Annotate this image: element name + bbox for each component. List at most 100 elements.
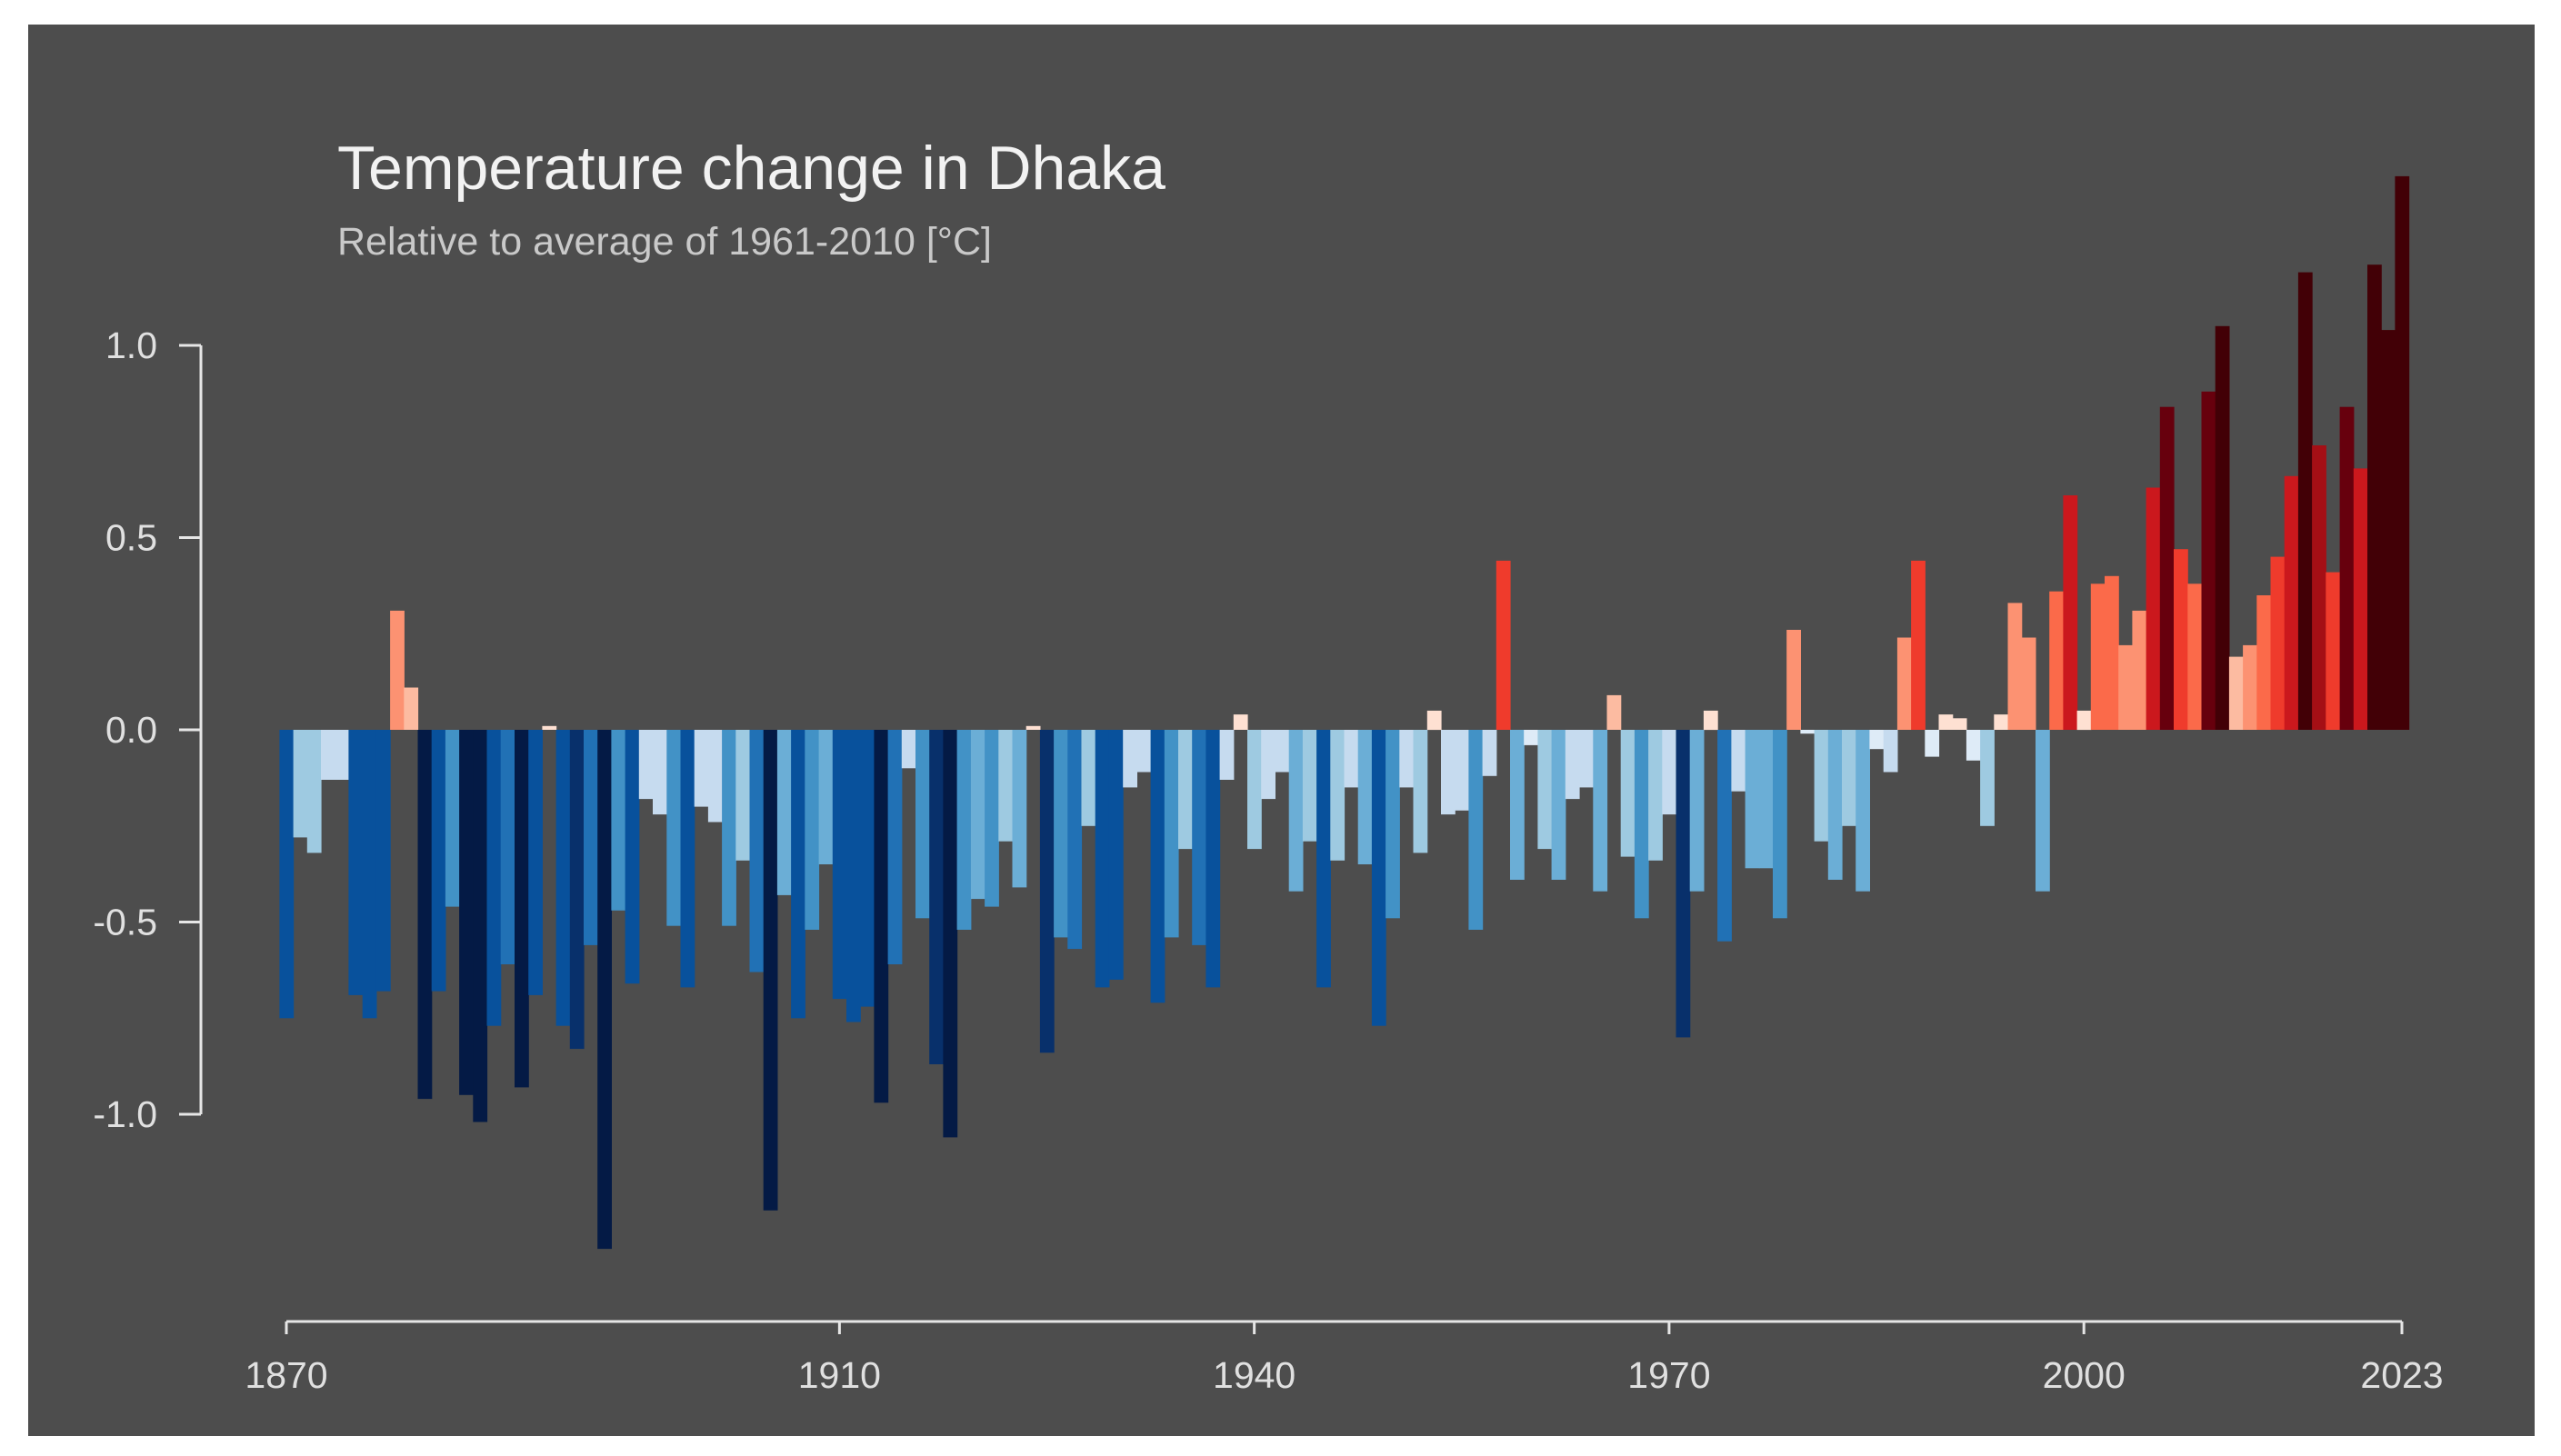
bar-1950 [1386,730,1400,919]
bar-2009 [2201,391,2216,730]
bar-1915 [901,730,916,769]
bar-2016 [2297,272,2313,730]
bar-2011 [2228,656,2244,730]
bar-1924 [1025,725,1041,730]
bar-1907 [791,730,805,1019]
bar-1883 [459,730,474,1095]
bar-1975 [1731,730,1746,792]
bar-1893 [597,730,612,1250]
bar-1870 [279,730,295,1019]
bar-1984 [1856,730,1870,892]
bar-1965 [1593,730,1608,892]
bar-1943 [1288,730,1304,892]
x-tick-label: 2023 [2360,1354,2443,1396]
bar-1880 [417,730,433,1100]
bar-1982 [1827,730,1843,880]
bar-1989 [1925,730,1940,757]
bar-2023 [2395,175,2410,730]
bar-1994 [1994,714,2009,730]
bar-1909 [818,730,834,864]
bar-1993 [1980,730,1995,826]
bar-1912 [860,730,875,1007]
bar-1929 [1095,730,1110,988]
x-tick-label: 1970 [1627,1354,1710,1396]
bar-1945 [1316,730,1331,988]
bar-1959 [1510,730,1525,880]
chart-title: Temperature change in Dhaka [337,134,1165,203]
bar-1947 [1344,730,1359,788]
bar-1874 [335,730,349,780]
bar-1948 [1357,730,1373,864]
bar-1889 [542,725,557,730]
bar-1986 [1883,730,1898,773]
bar-1955 [1455,730,1469,811]
bar-1928 [1081,730,1096,826]
bar-1903 [735,730,751,861]
bar-1871 [293,730,308,838]
bar-1922 [998,730,1014,842]
bar-1991 [1952,718,1967,730]
bar-1908 [805,730,820,930]
bar-2012 [2243,644,2257,730]
bar-1979 [1786,630,1801,730]
bar-1940 [1247,730,1262,850]
bar-2001 [2090,583,2106,730]
bar-1910 [832,730,847,1000]
bar-1901 [707,730,723,823]
bar-1936 [1192,730,1206,945]
bar-1877 [375,730,391,992]
y-axis: 1.0 0.5 0.0 -0.5 -1.0 [93,324,203,1135]
x-tick-label: 1870 [245,1354,327,1396]
bar-1873 [321,730,335,780]
bar-1977 [1758,730,1774,869]
bar-1953 [1426,710,1442,731]
bar-1911 [846,730,861,1022]
bar-1913 [874,730,889,1103]
bar-1998 [2049,591,2064,730]
bar-1920 [970,730,985,900]
bar-1882 [445,730,460,907]
bar-1997 [2036,730,2050,892]
bar-1906 [776,730,792,895]
bar-1894 [611,730,626,911]
bar-1969 [1648,730,1663,861]
bar-1938 [1219,730,1235,780]
bar-1952 [1413,730,1428,853]
bar-1923 [1012,730,1027,888]
bar-1964 [1579,730,1594,788]
bar-1996 [2021,637,2036,730]
bar-1987 [1896,637,1912,730]
x-tick-label: 1940 [1213,1354,1296,1396]
bar-2013 [2256,595,2272,730]
bar-1980 [1800,730,1816,734]
bar-1983 [1842,730,1856,826]
bar-1934 [1164,730,1179,938]
y-tick-label: 1.0 [105,324,157,366]
bar-1896 [638,730,654,800]
bar-1886 [500,730,515,964]
bar-1966 [1606,694,1622,730]
x-tick-label: 1910 [798,1354,881,1396]
bar-1930 [1108,730,1124,980]
bar-1999 [2063,495,2078,730]
bar-1921 [985,730,999,907]
bar-1972 [1689,730,1705,892]
bar-1890 [555,730,571,1026]
bar-1968 [1634,730,1649,919]
bar-1990 [1938,714,1954,730]
bar-2014 [2270,556,2286,730]
bar-1888 [528,730,543,995]
bar-1878 [390,610,405,730]
bar-1957 [1482,730,1497,776]
bar-1895 [625,730,640,984]
bar-2000 [2076,710,2092,731]
bar-1916 [915,730,930,919]
bar-2008 [2187,583,2203,730]
bar-2019 [2339,406,2355,730]
bar-1881 [431,730,446,992]
bar-1960 [1524,730,1538,745]
bar-1978 [1773,730,1787,919]
bar-1899 [680,730,695,988]
bar-1932 [1136,730,1152,773]
